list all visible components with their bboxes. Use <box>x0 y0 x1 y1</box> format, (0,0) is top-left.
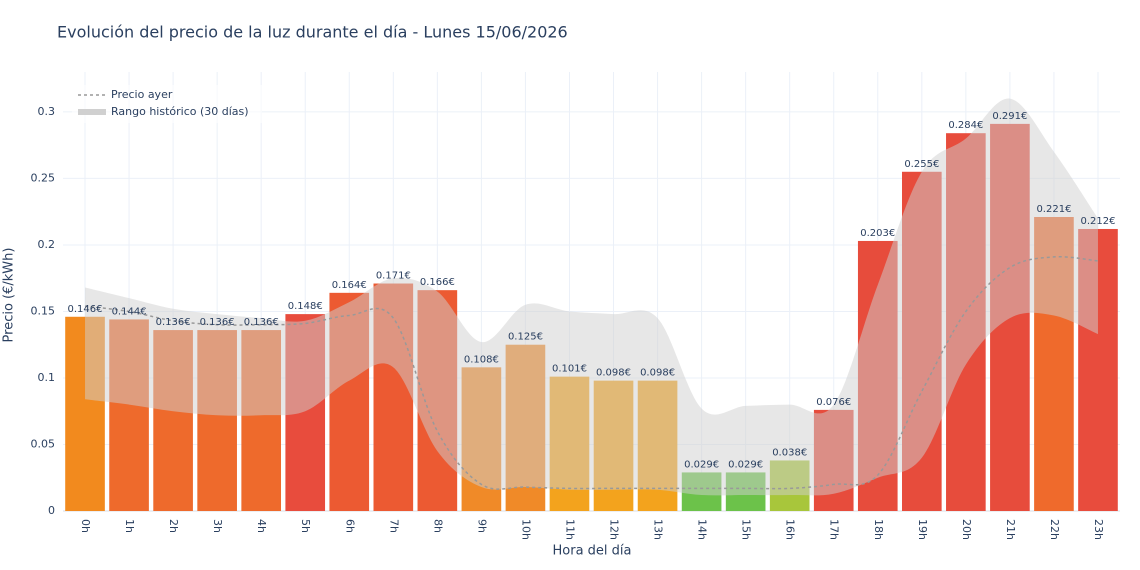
y-tick-label: 0.25 <box>31 171 56 184</box>
x-tick-label: 4h <box>255 519 268 533</box>
x-tick-label: 8h <box>431 519 444 533</box>
legend-label: Precio ayer <box>111 88 173 101</box>
y-axis-title: Precio (€/kWh) <box>2 248 17 343</box>
x-tick-label: 13h <box>652 519 665 540</box>
value-label: 0.029€ <box>684 459 719 470</box>
value-label: 0.284€ <box>948 120 983 131</box>
x-tick-label: 16h <box>784 519 797 540</box>
value-label: 0.221€ <box>1036 204 1071 215</box>
value-label: 0.255€ <box>904 159 939 170</box>
value-label: 0.136€ <box>200 317 235 328</box>
range-band <box>85 98 1098 496</box>
x-tick-label: 15h <box>740 519 753 540</box>
y-tick-label: 0.15 <box>31 304 56 317</box>
x-tick-label: 21h <box>1004 519 1017 540</box>
value-label: 0.203€ <box>860 228 895 239</box>
value-label: 0.136€ <box>156 317 191 328</box>
x-tick-label: 0h <box>79 519 92 533</box>
x-tick-label: 9h <box>475 519 488 533</box>
value-label: 0.098€ <box>640 368 675 379</box>
value-label: 0.166€ <box>420 277 455 288</box>
x-tick-label: 22h <box>1048 519 1061 540</box>
value-label: 0.148€ <box>288 301 323 312</box>
value-label: 0.171€ <box>376 271 411 282</box>
value-label: 0.101€ <box>552 364 587 375</box>
legend-swatch <box>78 109 106 115</box>
legend-label: Rango histórico (30 días) <box>111 105 249 118</box>
x-tick-label: 5h <box>299 519 312 533</box>
x-tick-label: 3h <box>211 519 224 533</box>
value-label: 0.164€ <box>332 280 367 291</box>
x-tick-label: 2h <box>167 519 180 533</box>
x-tick-label: 10h <box>519 519 532 540</box>
y-tick-label: 0.2 <box>38 238 56 251</box>
y-tick-label: 0.05 <box>31 437 56 450</box>
x-tick-label: 18h <box>872 519 885 540</box>
value-label: 0.029€ <box>728 459 763 470</box>
x-tick-label: 7h <box>387 519 400 533</box>
x-tick-label: 1h <box>123 519 136 533</box>
x-tick-label: 20h <box>960 519 973 540</box>
value-label: 0.125€ <box>508 332 543 343</box>
value-label: 0.038€ <box>772 447 807 458</box>
legend-bg <box>72 85 262 123</box>
x-tick-label: 17h <box>828 519 841 540</box>
value-label: 0.212€ <box>1080 216 1115 227</box>
y-tick-label: 0.3 <box>38 105 56 118</box>
x-tick-label: 11h <box>563 519 576 540</box>
value-label: 0.108€ <box>464 354 499 365</box>
x-tick-label: 6h <box>343 519 356 533</box>
x-tick-label: 12h <box>608 519 621 540</box>
y-tick-label: 0.1 <box>38 371 56 384</box>
y-tick-label: 0 <box>48 504 55 517</box>
chart-title: Evolución del precio de la luz durante e… <box>57 23 568 42</box>
value-label: 0.291€ <box>992 111 1027 122</box>
value-label: 0.146€ <box>68 304 103 315</box>
x-tick-label: 19h <box>916 519 929 540</box>
x-axis-title: Hora del día <box>553 544 632 559</box>
value-label: 0.136€ <box>244 317 279 328</box>
x-tick-label: 14h <box>696 519 709 540</box>
value-label: 0.076€ <box>816 397 851 408</box>
value-label: 0.144€ <box>112 306 147 317</box>
x-tick-label: 23h <box>1092 519 1105 540</box>
line <box>84 255 1099 490</box>
value-label: 0.098€ <box>596 368 631 379</box>
